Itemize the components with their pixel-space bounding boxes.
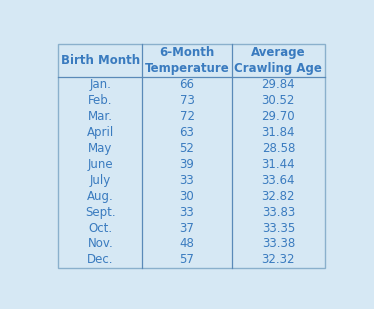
Text: 33.64: 33.64	[261, 174, 295, 187]
Text: 48: 48	[180, 238, 194, 251]
Text: Birth Month: Birth Month	[61, 54, 140, 67]
Text: Oct.: Oct.	[88, 222, 113, 235]
Text: July: July	[90, 174, 111, 187]
Text: Dec.: Dec.	[87, 253, 114, 266]
Text: Jan.: Jan.	[89, 78, 111, 91]
Text: 31.44: 31.44	[261, 158, 295, 171]
Text: Sept.: Sept.	[85, 205, 116, 218]
Text: 57: 57	[180, 253, 194, 266]
Text: 32.82: 32.82	[261, 190, 295, 203]
Text: 66: 66	[180, 78, 194, 91]
Text: June: June	[88, 158, 113, 171]
Text: April: April	[87, 126, 114, 139]
Text: 32.32: 32.32	[261, 253, 295, 266]
Text: 30: 30	[180, 190, 194, 203]
Text: 30.52: 30.52	[262, 94, 295, 107]
Text: May: May	[88, 142, 113, 155]
Text: Feb.: Feb.	[88, 94, 113, 107]
Text: 28.58: 28.58	[262, 142, 295, 155]
Text: 33: 33	[180, 205, 194, 218]
Text: Mar.: Mar.	[88, 110, 113, 123]
Text: 39: 39	[180, 158, 194, 171]
Text: 33: 33	[180, 174, 194, 187]
Text: 29.70: 29.70	[261, 110, 295, 123]
Text: 33.83: 33.83	[262, 205, 295, 218]
Text: 6-Month
Temperature: 6-Month Temperature	[145, 46, 229, 75]
Text: Average
Crawling Age: Average Crawling Age	[234, 46, 322, 75]
Text: 33.35: 33.35	[262, 222, 295, 235]
Text: 52: 52	[180, 142, 194, 155]
Text: 29.84: 29.84	[261, 78, 295, 91]
Text: 72: 72	[180, 110, 194, 123]
Text: 33.38: 33.38	[262, 238, 295, 251]
Text: Nov.: Nov.	[88, 238, 113, 251]
Text: 73: 73	[180, 94, 194, 107]
Text: 31.84: 31.84	[261, 126, 295, 139]
Text: Aug.: Aug.	[87, 190, 114, 203]
Text: 37: 37	[180, 222, 194, 235]
Text: 63: 63	[180, 126, 194, 139]
